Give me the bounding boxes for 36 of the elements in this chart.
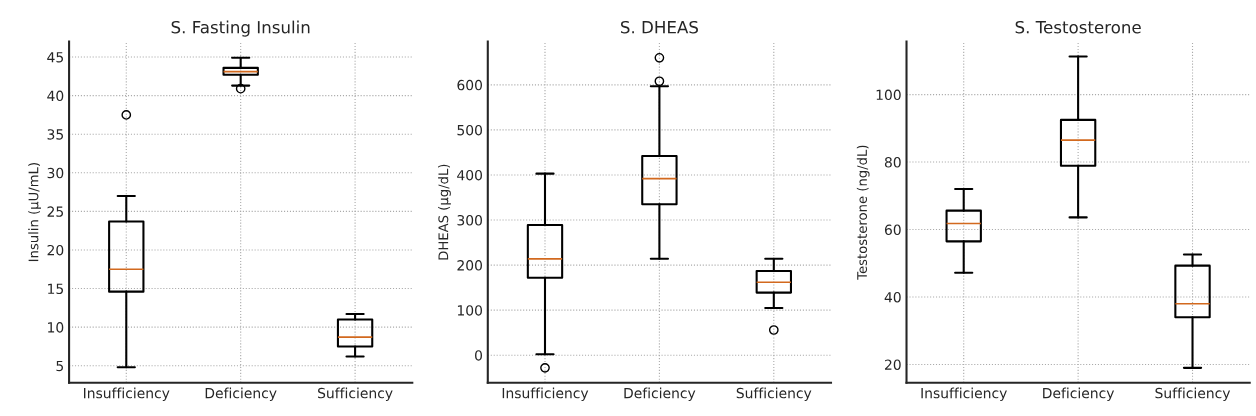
y-tick-label: 60 bbox=[884, 224, 901, 236]
y-tick-label: 80 bbox=[884, 157, 901, 168]
y-tick-label: 600 bbox=[457, 79, 483, 91]
y-axis-title: DHEAS (µg/dL) bbox=[438, 164, 451, 260]
y-tick-label: 15 bbox=[48, 283, 64, 295]
x-tick-label: Deficiency bbox=[205, 387, 277, 402]
y-tick-label: 25 bbox=[47, 206, 64, 217]
y-axis-title: Testosterone (ng/dL) bbox=[856, 145, 870, 280]
y-tick-label: 20 bbox=[47, 244, 64, 256]
y-tick-label: 0 bbox=[475, 350, 483, 361]
y-tick-label: 10 bbox=[48, 322, 64, 333]
y-tick-label: 40 bbox=[884, 291, 901, 303]
x-tick-label: Insufficiency bbox=[84, 387, 170, 402]
x-tick-label: Deficiency bbox=[1043, 387, 1115, 402]
y-tick-label: 30 bbox=[47, 167, 64, 179]
y-tick-label: 45 bbox=[47, 52, 64, 63]
y-tick-label: 300 bbox=[457, 215, 483, 226]
y-tick-label: 40 bbox=[47, 90, 64, 102]
x-tick-label: Insufficiency bbox=[502, 387, 589, 402]
x-tick-label: Sufficiency bbox=[318, 387, 393, 402]
x-tick-label: Deficiency bbox=[624, 387, 696, 402]
x-tick-label: Sufficiency bbox=[1155, 387, 1231, 402]
y-tick-label: 20 bbox=[884, 359, 901, 370]
y-tick-label: 100 bbox=[876, 89, 901, 101]
chart-title: S. Fasting Insulin bbox=[171, 20, 310, 37]
y-tick-label: 400 bbox=[457, 169, 483, 181]
x-tick-label: Sufficiency bbox=[736, 387, 812, 402]
y-tick-label: 100 bbox=[457, 305, 483, 316]
chart-title: S. Testosterone bbox=[1015, 20, 1141, 34]
y-tick-label: 5 bbox=[56, 360, 64, 372]
y-tick-label: 35 bbox=[47, 129, 64, 140]
x-tick-label: Insufficiency bbox=[921, 387, 1007, 402]
y-tick-label: 500 bbox=[457, 124, 483, 136]
chart-title: S. DHEAS bbox=[620, 20, 698, 34]
y-tick-label: 200 bbox=[457, 260, 483, 271]
y-axis-title: Insulin (µU/mL) bbox=[28, 163, 41, 262]
